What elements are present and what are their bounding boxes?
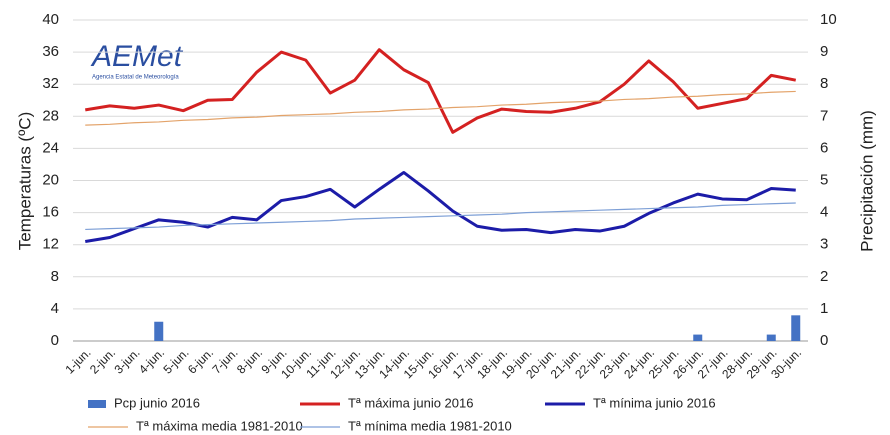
x-tick-label: 5-jun. [160,345,191,376]
bar [791,315,801,341]
x-tick-label: 4-jun. [136,345,167,376]
x-tick-label: 7-jun. [209,345,240,376]
x-tick-label: 3-jun. [111,345,142,376]
y-tick-label: 36 [42,43,59,60]
x-tick-label: 6-jun. [185,345,216,376]
y2-tick-label: 3 [820,236,828,253]
legend-swatch [88,400,106,408]
line [85,202,796,231]
x-tick-label: 1-jun. [62,345,93,376]
line [85,90,796,126]
y2-tick-label: 9 [820,43,828,60]
y2-tick-label: 8 [820,75,828,92]
y-tick-label: 20 [42,171,59,188]
legend-label: Tª máxima junio 2016 [348,395,473,410]
logo: AEMet [90,40,184,73]
y2-tick-label: 4 [820,204,828,221]
legend-label: Pcp junio 2016 [114,395,200,410]
bar [154,321,164,341]
y2-axis-title: Precipitación (mm) [857,110,876,252]
y-tick-label: 12 [42,236,59,253]
y-tick-label: 32 [42,75,59,92]
legend-label: Tª máxima media 1981-2010 [136,418,303,433]
legend-label: Tª mínima junio 2016 [593,395,716,410]
x-tick-label: 8-jun. [234,345,265,376]
y-tick-label: 28 [42,107,59,124]
line [85,48,797,134]
y2-tick-label: 10 [820,11,837,28]
y-tick-label: 16 [42,204,59,221]
y2-tick-label: 7 [820,107,828,124]
y-tick-label: 4 [51,300,59,317]
y-tick-label: 8 [51,268,59,285]
y2-tick-label: 5 [820,171,828,188]
legend-label: Tª mínima media 1981-2010 [348,418,512,433]
y2-tick-label: 0 [820,332,828,349]
logo-subtitle: Agencia Estatal de Meteorología [92,75,179,81]
bar [693,334,703,341]
y2-tick-label: 6 [820,139,828,156]
bar [766,334,776,341]
y2-tick-label: 1 [820,300,828,317]
y2-tick-label: 2 [820,268,828,285]
y-tick-label: 0 [51,332,59,349]
y-tick-label: 24 [42,139,59,156]
x-tick-label: 2-jun. [87,345,118,376]
line [85,170,796,243]
y-tick-label: 40 [42,11,59,28]
y-axis-title: Temperaturas (ºC) [15,112,34,250]
